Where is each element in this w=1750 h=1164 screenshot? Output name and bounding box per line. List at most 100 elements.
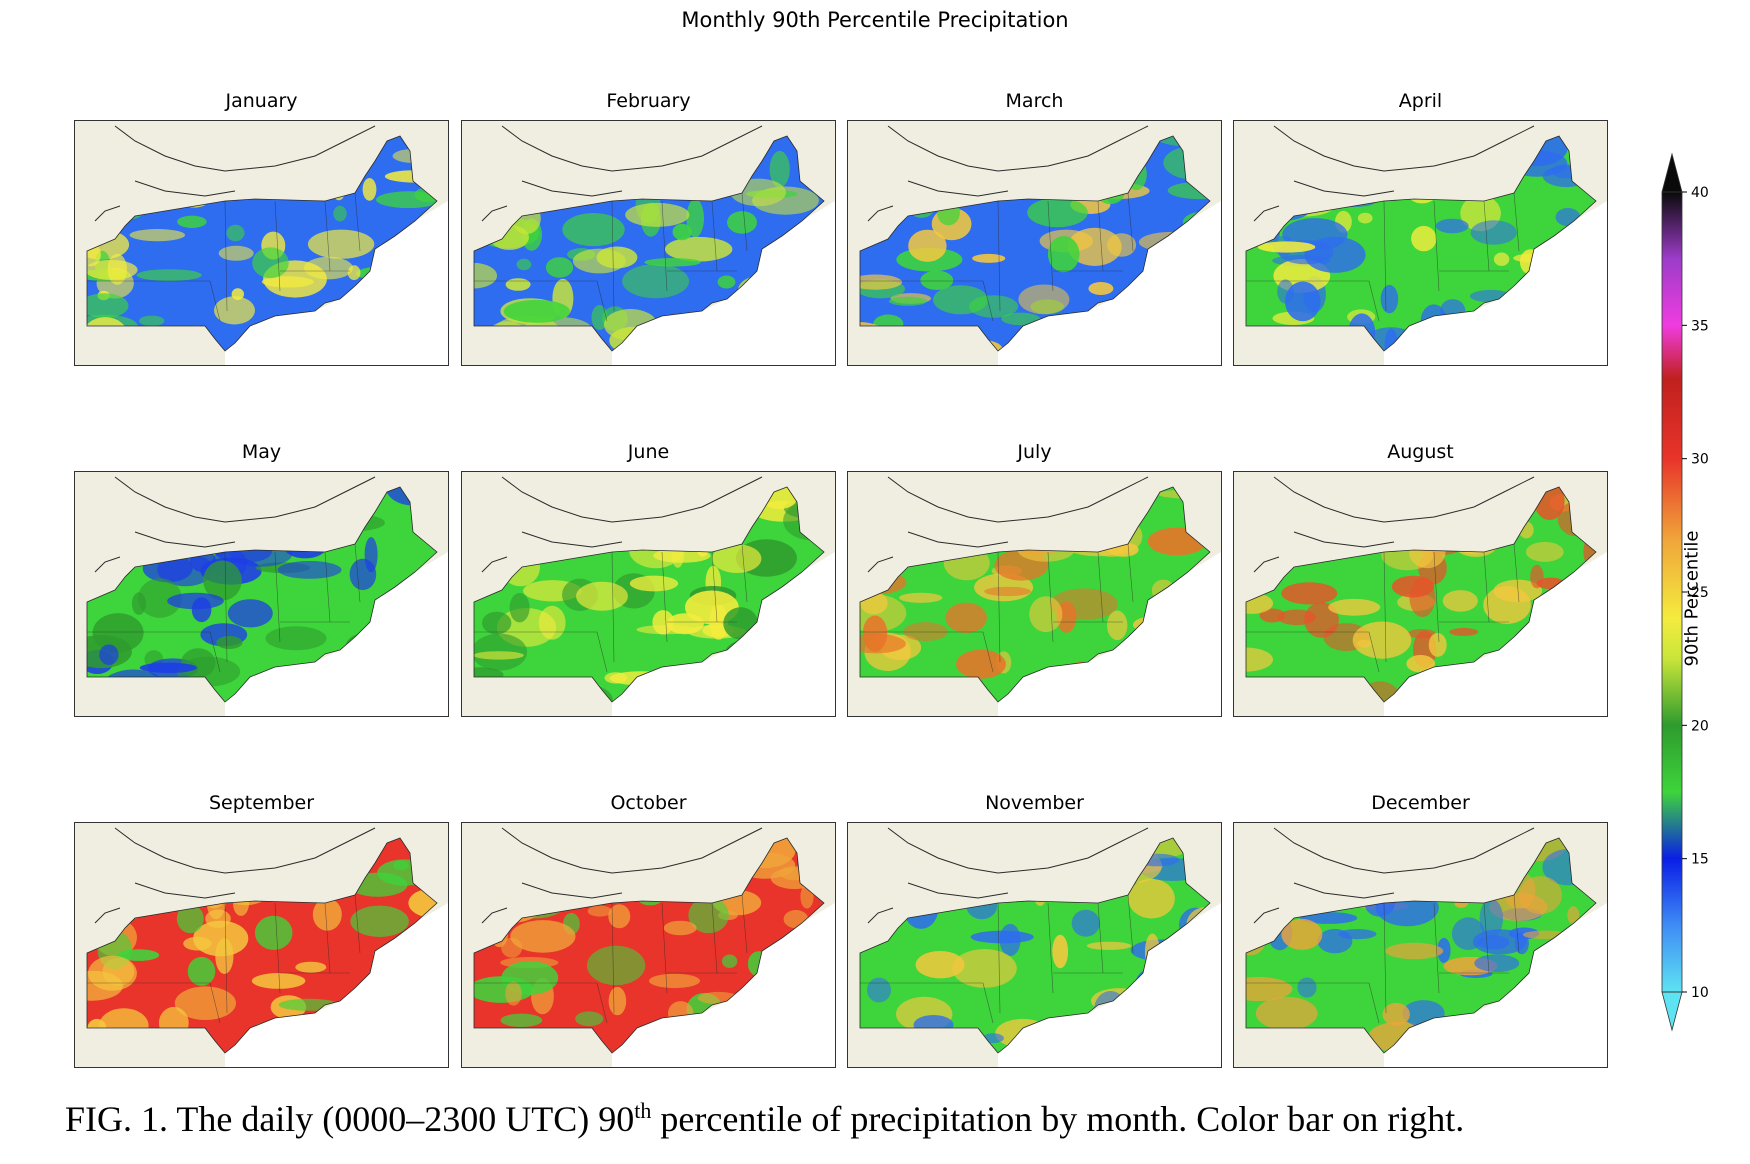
colorbar-label: 90th Percentile (1681, 530, 1703, 667)
precip-patch (622, 264, 690, 299)
precip-patch (505, 981, 522, 1006)
canada-border-line (94, 907, 121, 924)
precip-patch (933, 285, 989, 315)
state-border-line (274, 902, 281, 994)
precip-patch (920, 270, 954, 290)
map-panel-july (847, 471, 1222, 717)
state-border-line (209, 631, 221, 673)
ocean-area (998, 201, 1221, 365)
precip-patch (1001, 312, 1041, 326)
precip-patch (649, 973, 700, 989)
precip-patch (214, 296, 255, 325)
panel-title-april: April (1398, 90, 1443, 112)
canada-border-line (1253, 556, 1280, 573)
map-svg (848, 472, 1221, 716)
canada-border-line (501, 827, 763, 874)
precip-patch (218, 245, 254, 261)
state-border-line (1433, 551, 1440, 643)
precip-patch (167, 592, 224, 610)
state-border-line (324, 551, 331, 623)
colorbar: 10 15 20 25 30 35 40 (1650, 152, 1740, 1046)
precip-patch (666, 613, 704, 635)
canada-border-line (1273, 827, 1535, 874)
precip-patch (174, 986, 236, 1020)
map-svg (462, 121, 835, 365)
precip-patch (1525, 541, 1564, 562)
map-panel-february (461, 120, 836, 366)
panel-title-june: June (627, 441, 670, 463)
region-outline (86, 486, 438, 703)
precip-patch (99, 644, 119, 665)
precip-patch (538, 605, 566, 640)
precip-patch (1281, 582, 1338, 605)
canada-border-line (1253, 205, 1280, 222)
ocean-area (612, 201, 835, 365)
state-border-line (1097, 902, 1104, 974)
region-outline (1245, 837, 1597, 1054)
colorbar-tick-label: 40 (1691, 185, 1709, 201)
state-border-line (224, 200, 228, 312)
canada-border-line (94, 205, 121, 222)
precip-patch (1300, 912, 1358, 924)
precip-patch (629, 575, 679, 592)
precip-patch (867, 977, 891, 1003)
precip-patch (295, 961, 327, 973)
precip-patch (860, 274, 902, 290)
precip-patch (88, 955, 137, 991)
state-border-line (354, 894, 361, 954)
canada-border-line (1253, 907, 1280, 924)
state-border-line (741, 894, 748, 954)
caption-text-end: percentile of precipitation by month. Co… (651, 1099, 1465, 1139)
canada-border-line (887, 125, 1149, 172)
state-border-line (741, 192, 748, 252)
panel-title-march: March (1005, 90, 1064, 112)
precip-patch (1449, 627, 1479, 636)
precip-patch (1428, 632, 1447, 657)
state-border-line (1127, 543, 1134, 603)
canada-border-line (907, 531, 1009, 548)
precip-patch (87, 293, 129, 319)
precip-patch (1530, 564, 1544, 589)
panel-title-january: January (225, 90, 298, 112)
precip-patch (1071, 909, 1100, 937)
state-border-line (997, 200, 1001, 312)
panel-title-may: May (241, 441, 282, 463)
precip-patch (350, 905, 409, 937)
state-border-line (1047, 200, 1054, 292)
state-border-line (354, 192, 361, 252)
state-border-line (324, 902, 331, 974)
map-panel-march (847, 120, 1222, 366)
map-panel-september (74, 822, 449, 1068)
state-border-line (1127, 894, 1134, 954)
state-border-line (741, 543, 748, 603)
precip-patch (608, 986, 627, 1016)
state-border-line (711, 902, 718, 974)
panel-title-september: September (208, 792, 315, 814)
state-border-line (274, 551, 281, 643)
precip-patch (1407, 629, 1436, 639)
precip-patch (1088, 282, 1114, 295)
precip-patch (231, 288, 244, 300)
precip-patch (503, 299, 570, 323)
map-svg (1234, 823, 1607, 1067)
precip-patch (1493, 252, 1510, 266)
region-outline (1245, 135, 1597, 352)
caption-superscript: th (634, 1098, 652, 1123)
precip-patch (672, 223, 692, 241)
canada-border-line (1273, 125, 1535, 172)
precip-patch (1107, 610, 1128, 641)
precip-patch (333, 205, 347, 222)
precip-patch (1437, 937, 1451, 963)
precip-patch (509, 593, 530, 623)
canada-border-line (867, 907, 894, 924)
precip-patch (1328, 598, 1381, 616)
panel-title-february: February (606, 90, 691, 112)
state-border-line (1047, 902, 1054, 994)
ocean-area (1384, 903, 1607, 1067)
state-border-line (711, 200, 718, 272)
precip-patch (312, 898, 342, 931)
precip-patch (1382, 1002, 1410, 1026)
ocean-area (1384, 552, 1607, 716)
map-svg (462, 472, 835, 716)
precip-patch (362, 178, 377, 201)
